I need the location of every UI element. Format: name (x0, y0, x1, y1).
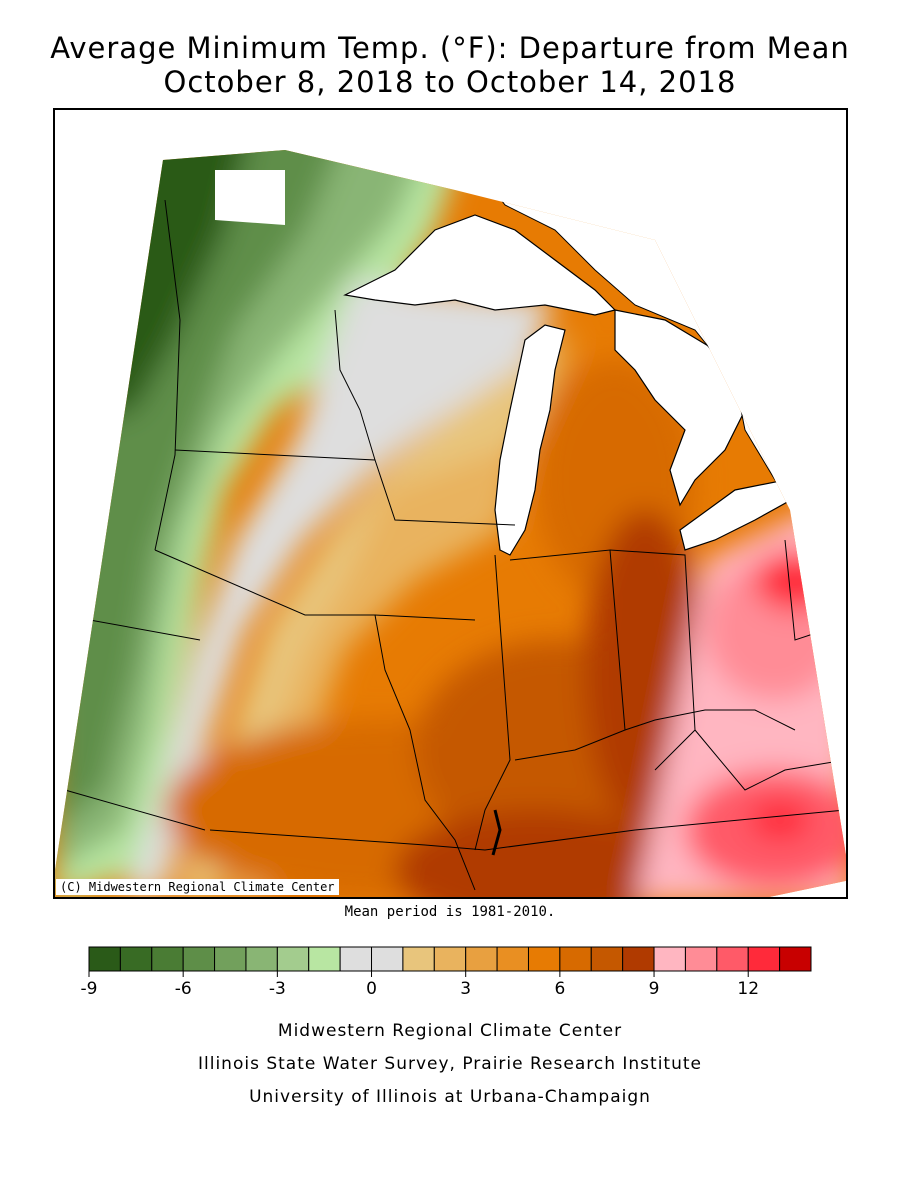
anomaly-map (53, 108, 848, 899)
map-credit: (C) Midwestern Regional Climate Center (56, 879, 339, 895)
legend-swatch (433, 946, 467, 972)
legend-swatch (527, 946, 561, 972)
legend-swatch (182, 946, 216, 972)
legend-swatch (716, 946, 749, 972)
legend-swatch (402, 946, 435, 972)
mean-period-note: Mean period is 1981-2010. (344, 904, 556, 920)
footer-line-3: University of Illinois at Urbana-Champai… (249, 1087, 651, 1107)
map-date-range: October 8, 2018 to October 14, 2018 (163, 65, 737, 99)
legend-swatch (245, 946, 278, 972)
legend-tick-label: 0 (366, 979, 377, 999)
legend-swatch (371, 946, 404, 972)
legend-swatch (559, 946, 592, 972)
legend-swatch (119, 946, 153, 972)
color-legend: -9 -6 -3 0 3 6 9 12 (81, 946, 812, 999)
legend-swatch (496, 946, 529, 972)
legend-swatch (653, 946, 686, 972)
legend-swatch (214, 946, 247, 972)
legend-swatch (590, 946, 624, 972)
footer-line-1: Midwestern Regional Climate Center (277, 1021, 623, 1041)
anomaly-map-graphic (55, 150, 846, 897)
lake-erie (679, 479, 801, 551)
legend-tick-label: 6 (554, 979, 565, 999)
legend-swatch (622, 946, 655, 972)
legend-tick-label: 3 (460, 979, 471, 999)
legend-tick-label: 12 (737, 979, 759, 999)
anomaly-fill (55, 150, 846, 897)
legend-tick-label: -3 (269, 979, 286, 999)
legend-swatch (465, 946, 498, 972)
legend-swatch (779, 946, 812, 972)
lake-michigan (494, 324, 566, 556)
legend-swatch (151, 946, 184, 972)
legend-swatch (684, 946, 718, 972)
legend-tick-label: -6 (175, 979, 192, 999)
legend-swatch (88, 946, 121, 972)
legend-tick-label: -9 (81, 979, 98, 999)
legend-swatch (747, 946, 781, 972)
state-borders (64, 199, 846, 891)
footer-line-2: Illinois State Water Survey, Prairie Res… (198, 1054, 702, 1074)
legend-swatch (339, 946, 373, 972)
legend-tick-label: 9 (649, 979, 660, 999)
legend-graphic: -9 -6 -3 0 3 6 9 12 (81, 946, 812, 999)
legend-swatch (308, 946, 341, 972)
legend-swatch (276, 946, 310, 972)
map-title: Average Minimum Temp. (°F): Departure fr… (50, 31, 850, 65)
